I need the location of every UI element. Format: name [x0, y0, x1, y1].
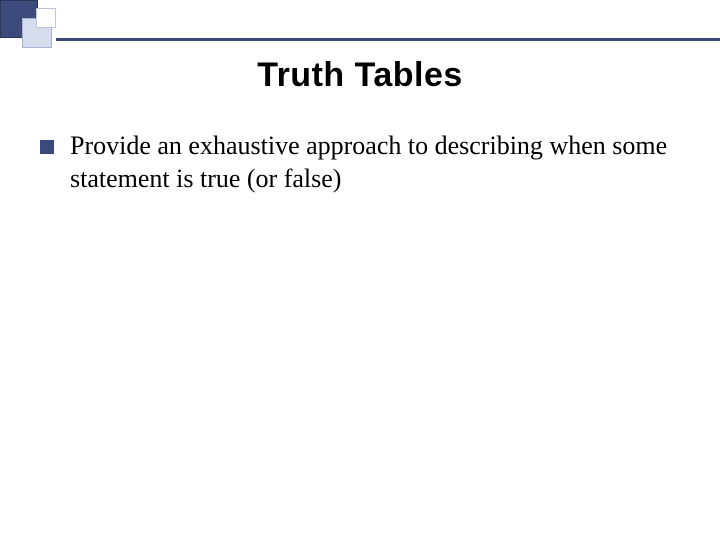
bullet-text: Provide an exhaustive approach to descri…	[70, 130, 670, 195]
square-bullet-icon	[40, 140, 54, 154]
slide-title: Truth Tables	[0, 56, 720, 95]
corner-decoration	[0, 0, 120, 60]
slide-content: Provide an exhaustive approach to descri…	[40, 130, 670, 195]
top-horizontal-rule	[56, 38, 720, 41]
decoration-square-small	[36, 8, 56, 28]
bullet-item: Provide an exhaustive approach to descri…	[40, 130, 670, 195]
